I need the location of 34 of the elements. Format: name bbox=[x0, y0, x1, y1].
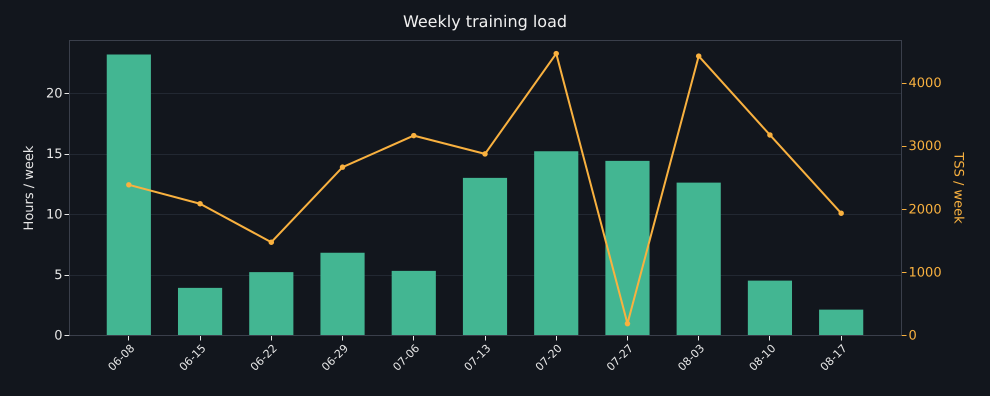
y2-tick-label: 0 bbox=[908, 328, 917, 344]
point bbox=[838, 210, 844, 216]
y2-tick-label: 3000 bbox=[908, 139, 942, 154]
y2-tick-label: 2000 bbox=[908, 202, 942, 218]
point bbox=[340, 164, 346, 170]
y-tick-label: 5 bbox=[54, 268, 62, 284]
point bbox=[696, 53, 702, 59]
bar bbox=[819, 310, 864, 335]
bar bbox=[748, 280, 792, 335]
bar bbox=[676, 182, 721, 335]
y-tick-label: 20 bbox=[46, 86, 62, 102]
y2-tick-label: 4000 bbox=[908, 76, 942, 92]
point bbox=[411, 132, 417, 138]
bar bbox=[320, 252, 365, 335]
y-tick-label: 0 bbox=[54, 328, 62, 344]
bar bbox=[534, 151, 578, 335]
bar bbox=[462, 178, 508, 335]
y-tick-label: 15 bbox=[46, 147, 62, 162]
point bbox=[482, 151, 488, 157]
point bbox=[268, 240, 274, 245]
y-axis-title: Hours / week bbox=[22, 145, 37, 230]
bar bbox=[249, 272, 294, 335]
bar bbox=[178, 288, 222, 335]
chart-title: Weekly training load bbox=[402, 12, 568, 31]
y2-axis-title: TSS / week bbox=[950, 151, 966, 224]
bar bbox=[392, 270, 436, 335]
point bbox=[197, 201, 203, 206]
y-tick-label: 10 bbox=[46, 208, 62, 223]
point bbox=[767, 132, 773, 138]
y2-tick-label: 1000 bbox=[908, 265, 942, 280]
bar bbox=[605, 160, 650, 335]
point bbox=[553, 50, 559, 56]
bar bbox=[106, 54, 151, 335]
point bbox=[126, 182, 132, 188]
